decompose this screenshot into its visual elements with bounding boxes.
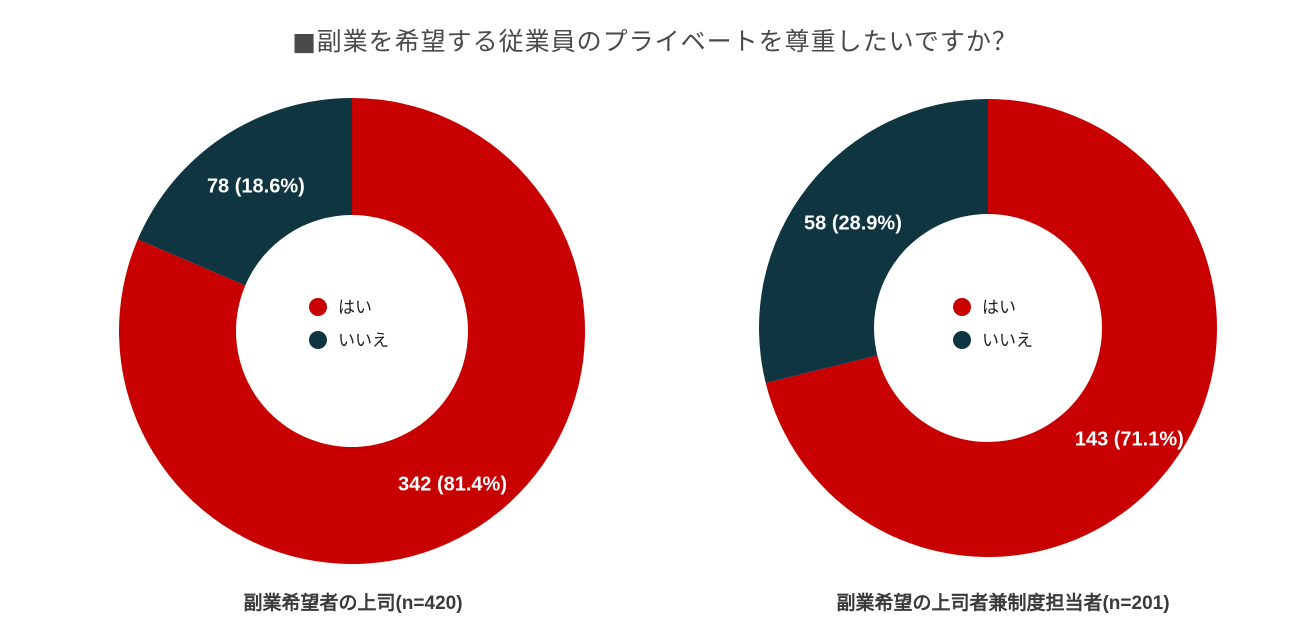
chart2-legend-marker-no — [953, 331, 971, 349]
chart2-legend-marker-yes — [953, 298, 971, 316]
chart-caption-1: 副業希望者の上司(n=420) — [243, 593, 463, 614]
chart1-legend-label-yes: はい — [338, 298, 372, 318]
chart1-slice-yes — [118, 98, 585, 564]
chart2-slice-no — [759, 99, 988, 383]
chart1-data-label-no: 78 (18.6%) — [207, 175, 305, 197]
chart1-slice-no — [137, 98, 352, 286]
chart2-data-label-no: 58 (28.9%) — [804, 212, 902, 234]
chart1-data-label-yes: 342 (81.4%) — [398, 473, 507, 495]
chart-title: ■副業を希望する従業員のプライベートを尊重したいですか？ — [292, 27, 1018, 56]
chart2-slice-yes — [765, 99, 1217, 557]
chart2-data-label-yes: 143 (71.1%) — [1075, 429, 1184, 451]
chart1-legend-label-no: いいえ — [338, 331, 389, 351]
chart1-legend-marker-no — [309, 331, 327, 349]
chart2-legend-label-yes: はい — [982, 298, 1016, 318]
chart2-legend-label-no: いいえ — [982, 331, 1033, 351]
chart-caption-2: 副業希望の上司者兼制度担当者(n=201) — [836, 593, 1170, 614]
chart1-legend-marker-yes — [309, 298, 327, 316]
